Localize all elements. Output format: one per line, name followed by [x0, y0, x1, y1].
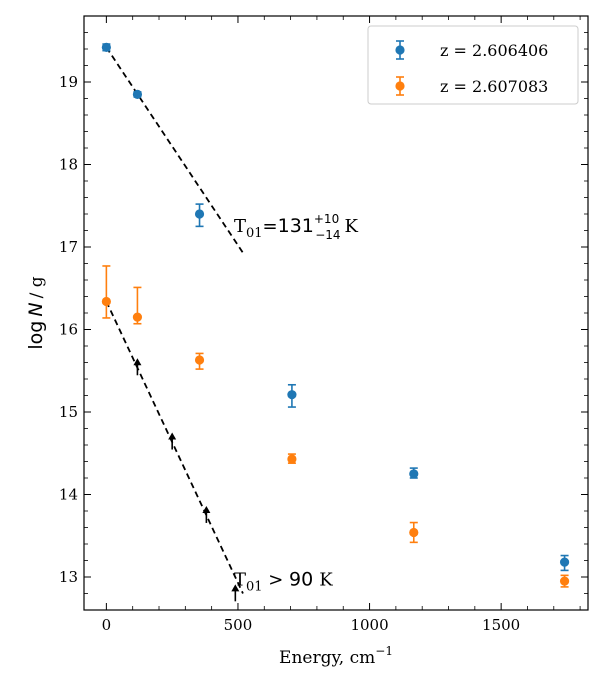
- legend: z = 2.606406 z = 2.607083: [367, 25, 579, 105]
- marker: [194, 209, 205, 219]
- annotation-operator: =: [263, 216, 278, 237]
- y-tick-label: 18: [59, 156, 78, 174]
- arrow-head: [168, 432, 177, 440]
- data-point: [132, 89, 143, 99]
- marker: [194, 355, 205, 365]
- data-points: [101, 42, 570, 588]
- data-point: [287, 383, 297, 408]
- annotation-subscript: 01: [246, 226, 263, 241]
- y-axis-label-var: N: [25, 302, 47, 316]
- legend-marker: [395, 45, 405, 55]
- y-tick-label: 15: [59, 403, 78, 421]
- annotation-symbol: T: [234, 216, 246, 237]
- marker: [559, 576, 570, 586]
- data-point: [559, 574, 570, 588]
- legend-item: z = 2.606406: [395, 40, 548, 60]
- marker: [409, 527, 419, 538]
- y-axis-label-main: log: [25, 321, 47, 350]
- annotation-value: 131: [278, 215, 314, 237]
- annotation-value: 90: [289, 568, 313, 590]
- legend-item: z = 2.607083: [395, 76, 548, 96]
- data-point: [101, 42, 111, 52]
- data-point: [559, 554, 570, 572]
- data-point: [287, 453, 297, 464]
- annotation-operator: >: [263, 569, 290, 590]
- legend-box: [367, 25, 579, 105]
- fit-line: [105, 46, 244, 254]
- annotation-subscript: 01: [246, 579, 263, 594]
- x-axis-label: Energy, cm−1: [279, 644, 393, 668]
- temperature-annotation: T01=131+10 −14 K: [234, 212, 359, 242]
- marker: [101, 296, 111, 307]
- arrow-head: [133, 358, 142, 366]
- fit-lines: [105, 46, 244, 594]
- marker: [132, 89, 143, 99]
- marker: [101, 42, 111, 52]
- lower-limit-arrows: [133, 358, 240, 602]
- x-axis-label-text: Energy, cm: [279, 648, 375, 668]
- legend-label: z = 2.607083: [440, 77, 548, 96]
- legend-marker: [395, 81, 405, 91]
- marker: [132, 312, 143, 322]
- marker: [409, 469, 419, 479]
- marker: [287, 390, 297, 400]
- annotation-unit: K: [345, 216, 359, 237]
- y-tick-label: 17: [59, 238, 78, 256]
- y-tick-label: 14: [59, 486, 78, 504]
- data-point: [101, 265, 111, 319]
- data-point: [194, 203, 205, 228]
- annotation-sub2: −14: [315, 228, 340, 242]
- annotation-unit: K: [319, 569, 333, 590]
- y-axis-label-tail: / g: [27, 276, 47, 298]
- y-tick-label: 19: [59, 73, 78, 91]
- lower-limit-arrow: [202, 505, 211, 523]
- x-tick-label: 0: [102, 616, 112, 634]
- data-point: [409, 521, 419, 544]
- x-tick-label: 500: [224, 616, 253, 634]
- arrow-head: [231, 584, 240, 592]
- data-point: [132, 286, 143, 325]
- marker: [559, 557, 570, 567]
- x-axis-label-sup: −1: [375, 644, 393, 658]
- axis-ticks: 0 500 1000 1500 13 14 15 16 17 18 19: [59, 16, 588, 634]
- y-tick-label: 16: [59, 321, 78, 339]
- data-point: [409, 467, 419, 479]
- legend-label: z = 2.606406: [440, 41, 548, 60]
- y-axis-label: log N / g: [25, 276, 47, 349]
- temperature-annotation: T01 > 90 K: [234, 568, 333, 594]
- arrow-head: [202, 505, 211, 513]
- x-tick-label: 1500: [482, 616, 520, 634]
- lower-limit-arrow: [231, 584, 240, 602]
- marker: [287, 454, 297, 464]
- annotation-sup: +10: [314, 212, 339, 226]
- plot-frame: [83, 15, 589, 611]
- x-tick-label: 1000: [350, 616, 388, 634]
- y-tick-label: 13: [59, 568, 78, 586]
- fit-line: [105, 301, 244, 594]
- lower-limit-arrow: [168, 432, 177, 450]
- data-point: [194, 352, 205, 370]
- lower-limit-arrow: [133, 358, 142, 376]
- annotation-symbol: T: [234, 569, 246, 590]
